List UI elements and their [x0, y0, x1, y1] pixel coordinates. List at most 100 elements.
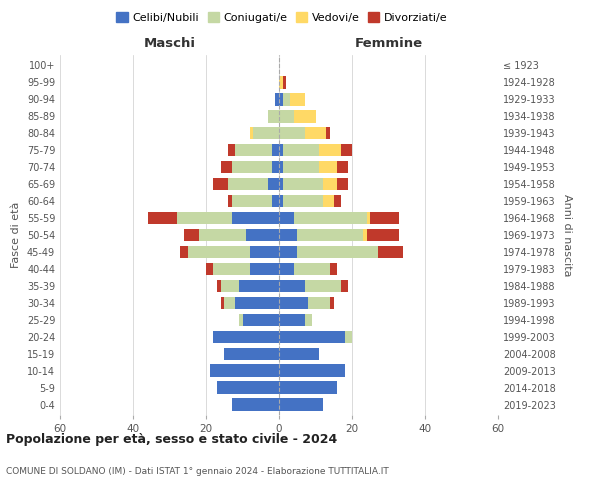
Bar [232, 212, 279, 224]
Bar [367, 212, 370, 224]
Bar [224, 348, 279, 360]
Y-axis label: Anni di nascita: Anni di nascita [562, 194, 572, 276]
Bar [290, 93, 305, 106]
Bar [337, 160, 349, 173]
Bar [319, 144, 341, 156]
Bar [283, 160, 319, 173]
Bar [283, 144, 319, 156]
Bar [283, 93, 290, 106]
Bar [239, 280, 279, 292]
Bar [305, 314, 312, 326]
Bar [279, 110, 293, 122]
Bar [279, 76, 283, 88]
Bar [221, 280, 239, 292]
Bar [221, 160, 232, 173]
Bar [228, 194, 232, 207]
Bar [377, 246, 403, 258]
Bar [279, 160, 283, 173]
Bar [293, 212, 367, 224]
Legend: Celibi/Nubili, Coniugati/e, Vedovi/e, Divorziati/e: Celibi/Nubili, Coniugati/e, Vedovi/e, Di… [112, 8, 452, 28]
Bar [235, 296, 279, 310]
Bar [272, 194, 279, 207]
Bar [228, 178, 268, 190]
Bar [283, 178, 323, 190]
Bar [341, 144, 352, 156]
Bar [344, 330, 352, 344]
Bar [209, 364, 279, 377]
Bar [199, 228, 246, 241]
Bar [232, 194, 272, 207]
Bar [228, 144, 235, 156]
Bar [279, 178, 283, 190]
Bar [217, 382, 279, 394]
Bar [214, 262, 250, 276]
Bar [232, 398, 279, 411]
Bar [272, 144, 279, 156]
Bar [323, 194, 334, 207]
Bar [217, 280, 221, 292]
Bar [279, 144, 283, 156]
Bar [272, 160, 279, 173]
Bar [279, 228, 297, 241]
Bar [279, 246, 297, 258]
Bar [308, 296, 330, 310]
Bar [206, 262, 214, 276]
Bar [363, 228, 367, 241]
Bar [184, 228, 199, 241]
Bar [293, 110, 316, 122]
Bar [275, 93, 279, 106]
Bar [326, 126, 330, 140]
Bar [239, 314, 242, 326]
Text: Popolazione per età, sesso e stato civile - 2024: Popolazione per età, sesso e stato civil… [6, 432, 337, 446]
Bar [177, 212, 232, 224]
Bar [279, 348, 319, 360]
Bar [279, 126, 305, 140]
Bar [370, 212, 400, 224]
Bar [279, 280, 305, 292]
Bar [250, 262, 279, 276]
Y-axis label: Fasce di età: Fasce di età [11, 202, 21, 268]
Bar [279, 398, 323, 411]
Bar [297, 246, 377, 258]
Bar [214, 330, 279, 344]
Bar [221, 296, 224, 310]
Bar [279, 262, 293, 276]
Bar [337, 178, 349, 190]
Bar [323, 178, 337, 190]
Bar [279, 194, 283, 207]
Bar [279, 296, 308, 310]
Bar [341, 280, 349, 292]
Bar [283, 194, 323, 207]
Bar [279, 93, 283, 106]
Bar [250, 246, 279, 258]
Bar [268, 178, 279, 190]
Bar [297, 228, 363, 241]
Text: Femmine: Femmine [355, 37, 422, 50]
Bar [279, 330, 344, 344]
Bar [148, 212, 177, 224]
Bar [319, 160, 337, 173]
Bar [279, 382, 337, 394]
Text: COMUNE DI SOLDANO (IM) - Dati ISTAT 1° gennaio 2024 - Elaborazione TUTTITALIA.IT: COMUNE DI SOLDANO (IM) - Dati ISTAT 1° g… [6, 468, 389, 476]
Bar [250, 126, 253, 140]
Bar [305, 280, 341, 292]
Bar [214, 178, 228, 190]
Bar [367, 228, 400, 241]
Bar [293, 262, 330, 276]
Text: Maschi: Maschi [143, 37, 196, 50]
Bar [279, 364, 344, 377]
Bar [279, 212, 293, 224]
Bar [279, 314, 305, 326]
Bar [334, 194, 341, 207]
Bar [246, 228, 279, 241]
Bar [235, 144, 272, 156]
Bar [268, 110, 279, 122]
Bar [253, 126, 279, 140]
Bar [224, 296, 235, 310]
Bar [305, 126, 326, 140]
Bar [242, 314, 279, 326]
Bar [232, 160, 272, 173]
Bar [283, 76, 286, 88]
Bar [330, 262, 337, 276]
Bar [188, 246, 250, 258]
